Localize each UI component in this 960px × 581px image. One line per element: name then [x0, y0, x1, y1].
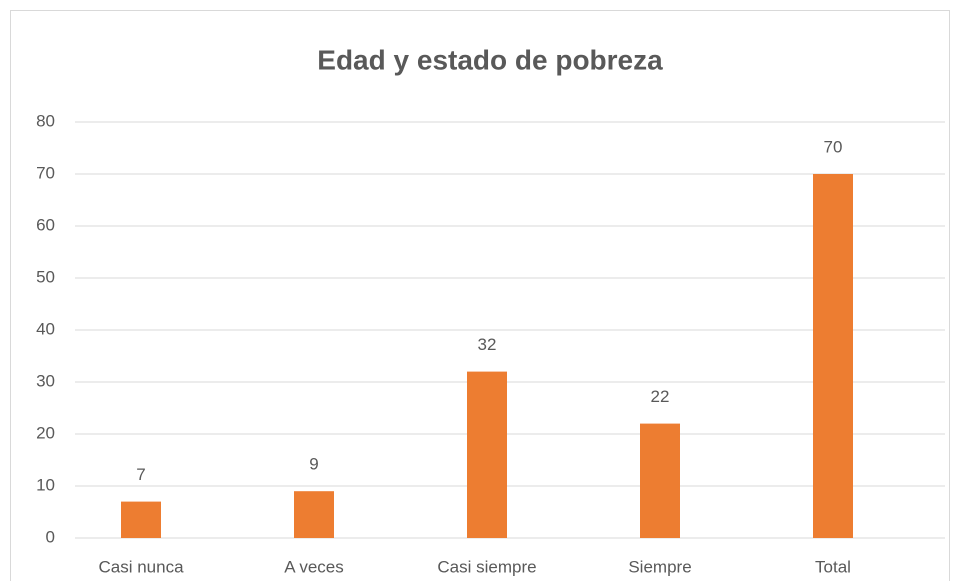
y-tick-label: 40 — [36, 319, 55, 338]
bar — [640, 423, 680, 538]
y-tick-label: 60 — [36, 215, 55, 234]
x-tick-label: Casi nunca — [98, 557, 184, 576]
data-label: 9 — [309, 455, 318, 474]
data-label: 70 — [824, 137, 843, 156]
y-tick-label: 70 — [36, 163, 55, 182]
chart-title: Edad y estado de pobreza — [317, 44, 663, 75]
data-label: 7 — [136, 465, 145, 484]
y-tick-label: 30 — [36, 371, 55, 390]
bar — [813, 174, 853, 538]
x-tick-label: Total — [815, 557, 851, 576]
data-label: 22 — [651, 387, 670, 406]
y-tick-label: 10 — [36, 475, 55, 494]
y-tick-label: 80 — [36, 111, 55, 130]
data-label: 32 — [478, 335, 497, 354]
y-tick-label: 0 — [46, 527, 55, 546]
x-tick-label: Casi siempre — [437, 557, 536, 576]
bar — [467, 371, 507, 538]
y-tick-label: 20 — [36, 423, 55, 442]
bar — [294, 491, 334, 538]
x-tick-label: Siempre — [628, 557, 691, 576]
y-tick-label: 50 — [36, 267, 55, 286]
bar — [121, 501, 161, 538]
x-tick-label: A veces — [284, 557, 344, 576]
